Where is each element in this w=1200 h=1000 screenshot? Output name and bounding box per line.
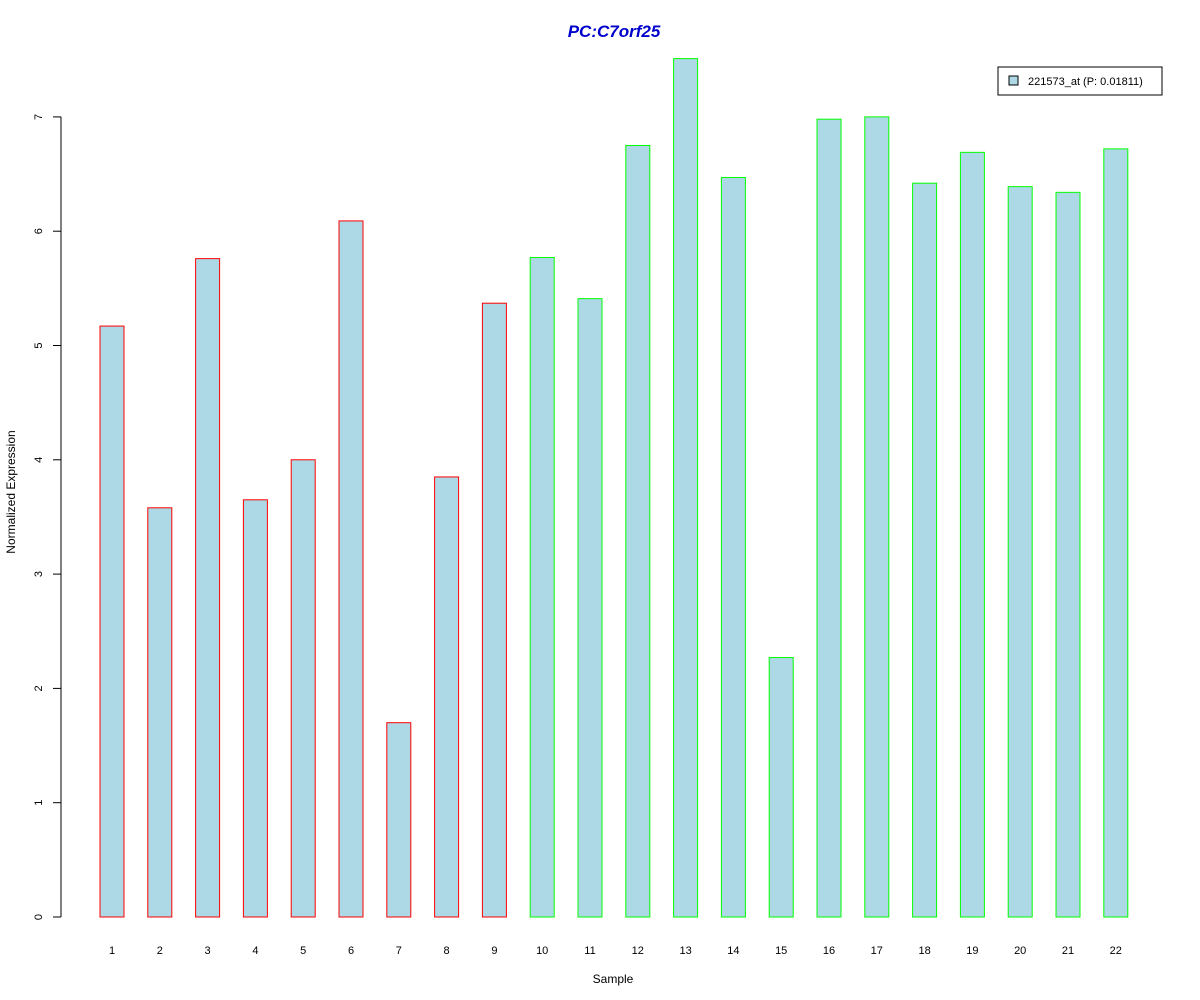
- bar-sample-21: [1055, 191, 1081, 918]
- bar-sample-18: [912, 182, 938, 918]
- y-tick-label: 2: [33, 685, 45, 691]
- bar-sample-8: [434, 476, 460, 918]
- bar-sample-19: [959, 151, 985, 918]
- x-tick-label: 3: [205, 945, 211, 957]
- x-tick-label: 22: [1110, 945, 1122, 957]
- x-tick-label: 18: [918, 945, 930, 957]
- x-tick-labels: 1 2 3 4 5 6 7 8 9 10 11 12 13 14 15 16 17 18 19 20 21 22: [109, 945, 1122, 957]
- x-tick-label: 10: [536, 945, 548, 957]
- x-tick-label: 16: [823, 945, 835, 957]
- chart-title: PC:C7orf25: [568, 22, 661, 41]
- legend-label: 221573_at (P: 0.01811): [1028, 76, 1143, 88]
- bar-sample-22: [1103, 148, 1129, 918]
- y-tick-label: 3: [33, 571, 45, 577]
- x-tick-label: 2: [157, 945, 163, 957]
- bar-sample-16: [816, 118, 842, 918]
- bar-sample-20: [1007, 186, 1033, 918]
- y-tick-label: 1: [33, 800, 45, 806]
- bar-sample-1: [99, 325, 125, 918]
- y-axis: 0 1 2 3 4 5 6 7: [33, 114, 62, 920]
- bar-sample-6: [338, 220, 364, 918]
- x-axis-label: Sample: [593, 972, 634, 986]
- bar-sample-15: [768, 657, 794, 918]
- x-tick-label: 14: [727, 945, 739, 957]
- bar-sample-14: [720, 176, 746, 918]
- x-tick-label: 7: [396, 945, 402, 957]
- x-tick-label: 4: [252, 945, 258, 957]
- x-tick-label: 1: [109, 945, 115, 957]
- x-tick-label: 11: [584, 945, 595, 957]
- x-tick-label: 19: [966, 945, 978, 957]
- legend-swatch: [1008, 75, 1019, 86]
- y-tick-label: 4: [33, 457, 45, 463]
- bar-sample-10: [529, 256, 555, 918]
- x-tick-label: 9: [491, 945, 497, 957]
- legend-box: [997, 66, 1163, 96]
- y-tick-label: 5: [33, 342, 45, 348]
- bar-sample-4: [242, 499, 268, 918]
- x-tick-label: 15: [775, 945, 787, 957]
- bar-sample-9: [481, 302, 507, 918]
- legend: 221573_at (P: 0.01811): [997, 66, 1163, 96]
- x-tick-label: 21: [1062, 945, 1074, 957]
- y-tick-label: 7: [33, 114, 45, 120]
- bar-sample-7: [386, 722, 412, 918]
- x-tick-label: 8: [444, 945, 450, 957]
- bar-sample-3: [195, 258, 221, 918]
- bar-sample-12: [625, 144, 651, 918]
- x-tick-label: 20: [1014, 945, 1026, 957]
- x-tick-label: 5: [300, 945, 306, 957]
- bar-sample-5: [290, 459, 316, 918]
- bars-group: [99, 58, 1129, 918]
- y-tick-label: 0: [33, 914, 45, 920]
- x-tick-label: 17: [871, 945, 883, 957]
- y-tick-label: 6: [33, 228, 45, 234]
- bar-sample-11: [577, 298, 603, 918]
- x-tick-label: 13: [679, 945, 691, 957]
- bar-sample-2: [147, 507, 173, 918]
- bar-sample-13: [673, 58, 699, 918]
- bar-sample-17: [864, 116, 890, 918]
- x-tick-label: 12: [632, 945, 644, 957]
- y-axis-label: Normalized Expression: [4, 430, 18, 553]
- x-tick-label: 6: [348, 945, 354, 957]
